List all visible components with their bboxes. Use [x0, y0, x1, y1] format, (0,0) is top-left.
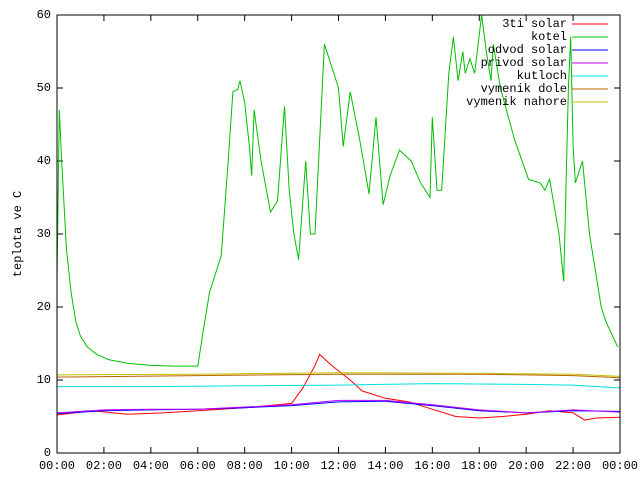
y-axis-label: teplota ve C	[11, 191, 25, 277]
x-tick-label: 18:00	[461, 459, 497, 473]
y-tick-label: 60	[37, 8, 51, 22]
series-line	[56, 399, 621, 414]
x-tick-label: 22:00	[555, 459, 591, 473]
y-tick-label: 40	[37, 154, 51, 168]
x-tick-label: 04:00	[133, 459, 169, 473]
y-tick-label: 20	[37, 300, 51, 314]
y-tick-label: 50	[37, 81, 51, 95]
series-line	[56, 14, 619, 367]
x-tick-label: 00:00	[39, 459, 75, 473]
legend-label: odvod solar	[488, 43, 567, 57]
legend-label: vymenik dole	[481, 82, 567, 96]
legend-label: privod solar	[481, 56, 567, 70]
x-tick-label: 10:00	[274, 459, 310, 473]
x-tick-label: 06:00	[180, 459, 216, 473]
y-tick-label: 30	[37, 227, 51, 241]
series-line	[56, 373, 621, 379]
x-tick-label: 16:00	[414, 459, 450, 473]
plot-border	[56, 14, 621, 454]
legend-label: 3ti solar	[502, 17, 567, 31]
x-tick-label: 00:00	[602, 459, 638, 473]
y-tick-label: 0	[44, 446, 51, 460]
x-tick-label: 02:00	[86, 459, 122, 473]
y-tick-label: 10	[37, 373, 51, 387]
x-tick-label: 08:00	[227, 459, 263, 473]
legend-label: kotel	[531, 30, 567, 44]
x-tick-label: 14:00	[367, 459, 403, 473]
legend-label: vymenik nahore	[466, 95, 567, 109]
series-line	[56, 372, 621, 377]
x-tick-label: 20:00	[508, 459, 544, 473]
legend-label: kutloch	[517, 69, 567, 83]
series-line	[57, 383, 621, 389]
x-tick-label: 12:00	[320, 459, 356, 473]
